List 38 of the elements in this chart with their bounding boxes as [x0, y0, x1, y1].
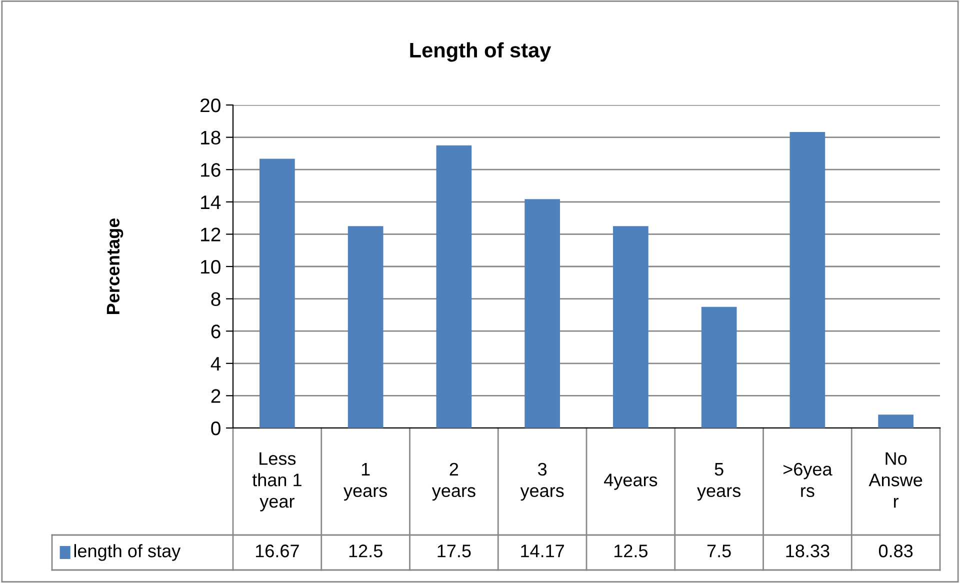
bar: [524, 199, 560, 428]
chart-title: Length of stay: [410, 42, 552, 62]
y-tick-label: 18: [201, 130, 220, 145]
x-tick-label: 5 years: [697, 463, 740, 501]
x-tick-label: Less than 1 year: [252, 452, 302, 512]
bar: [613, 226, 648, 428]
x-tick-label: 4years: [604, 474, 658, 490]
x-tick-label: 3 years: [520, 462, 564, 501]
data-label: 18.33: [786, 544, 830, 558]
data-label: 16.67: [256, 544, 299, 558]
y-tick-label: 12: [201, 228, 220, 242]
x-tick-label: >6yea rs: [783, 462, 832, 498]
y-tick-label: 4: [210, 357, 221, 370]
y-tick-label: 8: [211, 292, 220, 306]
data-label: 12.5: [349, 544, 382, 558]
bar: [878, 414, 914, 428]
bar: [260, 158, 295, 428]
data-label: 14.17: [521, 544, 564, 558]
bar: [701, 306, 737, 428]
y-tick-label: 16: [201, 163, 220, 177]
y-tick-label: 10: [201, 260, 220, 274]
data-label: 7.5: [707, 544, 731, 558]
y-tick-label: 6: [211, 324, 220, 338]
y-tick-label: 2: [211, 389, 220, 403]
bar: [790, 132, 826, 428]
bar: [348, 226, 384, 428]
y-tick-label: 14: [201, 196, 221, 209]
y-axis-title: Percentage: [106, 218, 124, 314]
x-tick-label: 1 years: [344, 463, 387, 501]
y-tick-label: 20: [200, 98, 220, 112]
bar: [436, 145, 472, 428]
data-label: 0.83: [878, 544, 913, 558]
x-tick-label: 2 years: [432, 462, 476, 501]
data-label: 17.5: [438, 544, 471, 558]
x-tick-label: No Answe r: [868, 452, 922, 508]
y-tick-label: 0: [211, 421, 220, 436]
legend-label: length of stay: [74, 544, 181, 561]
data-label: 12.5: [614, 544, 648, 558]
